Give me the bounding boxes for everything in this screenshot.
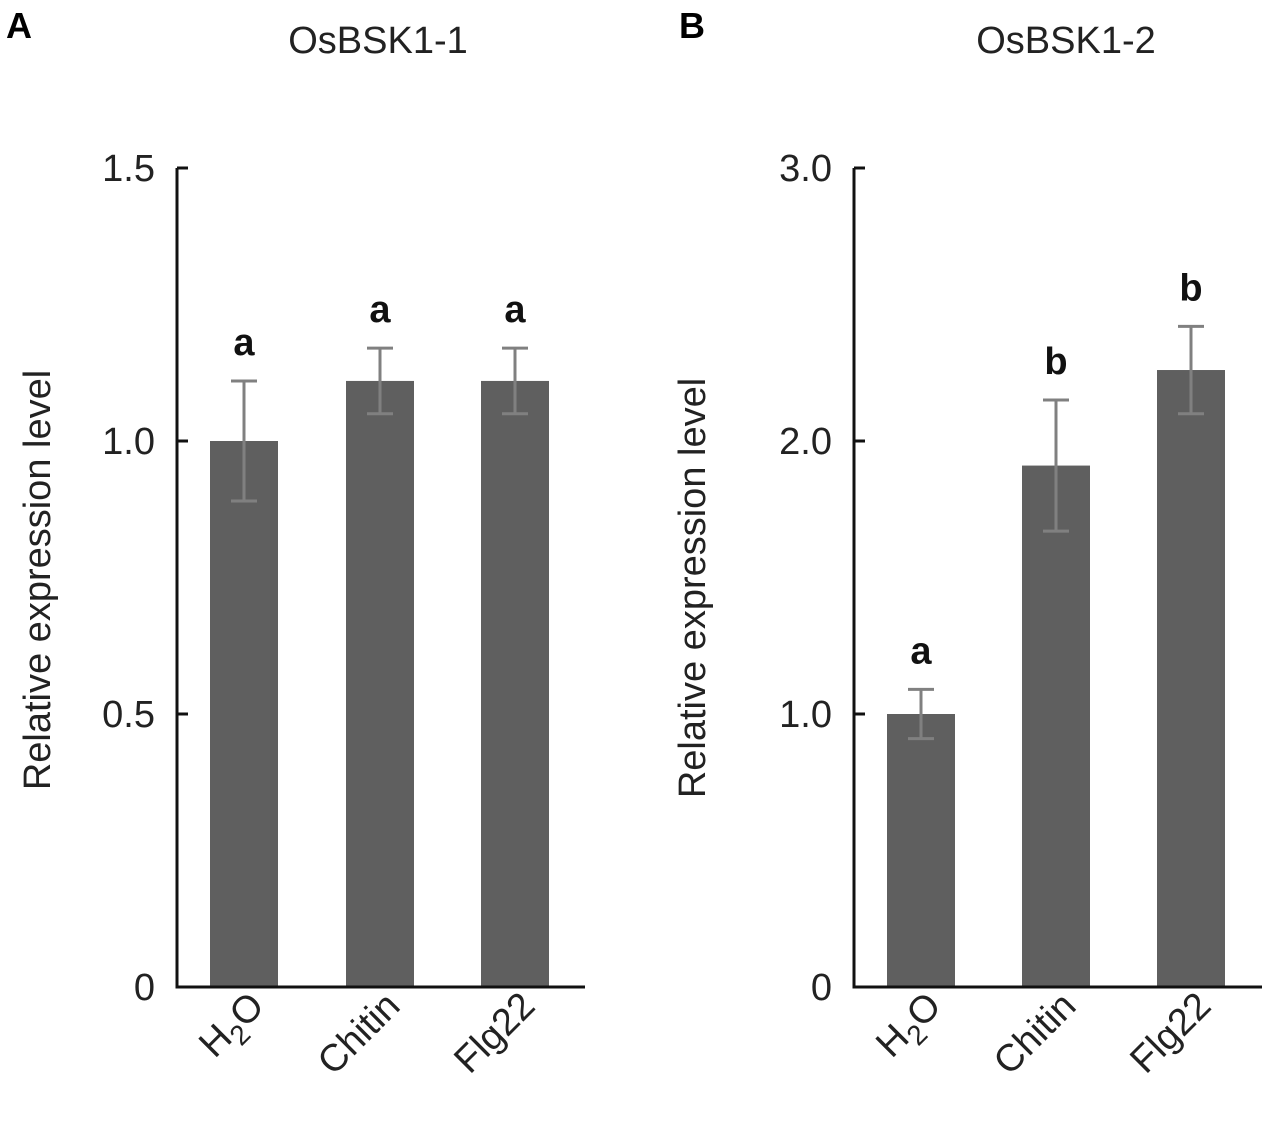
axes-b xyxy=(852,168,1262,989)
chart-title-a: OsBSK1-1 xyxy=(288,20,468,62)
y-tick-label-a-0: 0 xyxy=(134,967,155,1009)
category-label-b-0: H2O xyxy=(868,985,954,1071)
bar-b-0 xyxy=(887,714,955,987)
category-label-b-1: Chitin xyxy=(986,985,1084,1083)
significance-letter-a-1: a xyxy=(369,289,391,331)
category-label-b-2: Flg22 xyxy=(1122,985,1219,1082)
y-tick-label-b-1: 1.0 xyxy=(779,694,832,736)
bar-a-2 xyxy=(481,380,549,987)
error-bar-a-2 xyxy=(502,346,528,416)
significance-letter-a-0: a xyxy=(233,322,255,364)
y-tick-label-a-1: 0.5 xyxy=(102,694,155,736)
y-axis-title-a: Relative expression level xyxy=(17,370,59,790)
y-axis-title-b: Relative expression level xyxy=(672,378,714,798)
error-bar-b-1 xyxy=(1043,398,1069,533)
category-label-a-1: Chitin xyxy=(310,985,408,1083)
y-tick-label-b-2: 2.0 xyxy=(779,421,832,463)
error-bar-a-1 xyxy=(367,346,393,416)
chart-title-b: OsBSK1-2 xyxy=(976,20,1156,62)
significance-letter-a-2: a xyxy=(504,289,526,331)
bar-a-1 xyxy=(346,380,414,987)
error-bar-a-0 xyxy=(231,379,257,503)
bar-a-0 xyxy=(210,441,278,987)
axes-a xyxy=(175,168,585,989)
y-tick-label-a-2: 1.0 xyxy=(102,421,155,463)
significance-letter-b-0: a xyxy=(910,630,932,672)
category-label-a-0: H2O xyxy=(191,985,277,1071)
plot-area-b: 0 1.0 2.0 3.0 a H2O b Chitin b Flg22 xyxy=(779,148,1225,1083)
panel-a: A OsBSK1-1 Relative expression level 0 0.… xyxy=(6,5,585,1083)
error-bar-b-0 xyxy=(908,687,934,741)
error-bar-b-2 xyxy=(1178,324,1204,416)
panel-letter-b: B xyxy=(679,5,705,46)
category-label-a-2: Flg22 xyxy=(446,985,543,1082)
significance-letter-b-2: b xyxy=(1179,267,1202,309)
y-tick-label-b-0: 0 xyxy=(811,967,832,1009)
y-tick-label-a-3: 1.5 xyxy=(102,148,155,190)
significance-letter-b-1: b xyxy=(1044,341,1067,383)
panel-letter-a: A xyxy=(6,5,32,46)
bar-b-2 xyxy=(1157,370,1225,987)
y-tick-label-b-3: 3.0 xyxy=(779,148,832,190)
panel-b: B OsBSK1-2 Relative expression level 0 1.… xyxy=(672,5,1262,1083)
bar-b-1 xyxy=(1022,465,1090,987)
plot-area-a: 0 0.5 1.0 1.5 a H2O a Chitin a Flg22 xyxy=(102,148,549,1083)
